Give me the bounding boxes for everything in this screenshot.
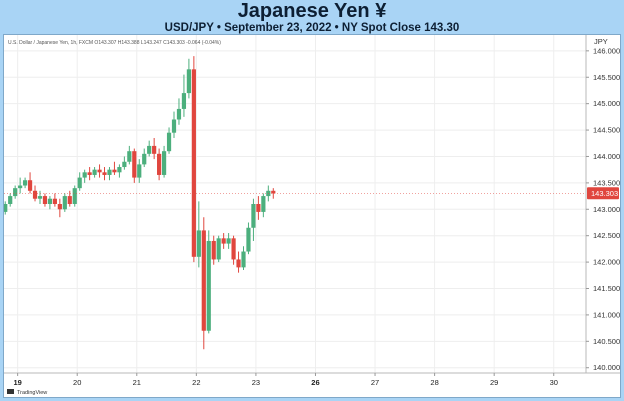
y-tick-label: 145.500 (593, 73, 620, 82)
candle-body-up (82, 172, 87, 178)
candle-body-up (72, 188, 77, 204)
y-tick-label: 141.000 (593, 310, 620, 319)
x-tick-label: 21 (133, 378, 141, 387)
candle-body-down (132, 151, 137, 178)
price-axis: 140.000 140.500 141.000 141.500 142.000 142.5… (586, 46, 620, 372)
chart-header: Japanese Yen ¥ USD/JPY • September 23, 2… (0, 0, 624, 34)
candle-body-up (142, 153, 147, 165)
candle-body-up (226, 238, 231, 244)
candle-body-up (4, 204, 8, 212)
tradingview-watermark: TradingView (17, 390, 47, 396)
candle-body-up (261, 196, 266, 212)
chart-panel: JPY U.S. Dollar / Japanese Yen, 1h, FXCM… (3, 34, 621, 398)
candle-body-down (42, 196, 48, 204)
x-tick-label: 28 (430, 378, 438, 387)
y-tick-label: 144.000 (593, 152, 620, 161)
candle-body-up (13, 188, 18, 197)
candle-body-down (67, 196, 72, 204)
page-subtitle: USD/JPY • September 23, 2022 • NY Spot C… (164, 22, 460, 34)
candle-body-up (166, 132, 172, 152)
y-tick-label: 140.500 (593, 337, 620, 346)
candle-body-down (57, 204, 62, 210)
candle-body-up (22, 180, 28, 186)
candle-body-up (8, 196, 13, 204)
candle-series (4, 56, 276, 350)
candle-body-up (246, 227, 251, 252)
candle-body-up (117, 167, 122, 173)
candle-body-down (236, 259, 241, 268)
candle-body-up (18, 185, 23, 189)
y-tick-label: 146.000 (593, 46, 620, 55)
candle-body-up (241, 251, 246, 268)
last-price-label: 143.303 (591, 189, 618, 198)
candle-body-up (186, 69, 191, 94)
candle-body-down (271, 190, 276, 194)
candle-body-up (171, 119, 177, 133)
last-price-marker: 143.303 (4, 187, 619, 200)
x-tick-label: 20 (73, 378, 81, 387)
x-tick-label: 23 (252, 378, 260, 387)
candle-body-up (147, 145, 152, 154)
price-axis-unit: JPY (594, 37, 608, 46)
x-tick-label: 26 (311, 378, 319, 387)
candle-body-down (256, 204, 261, 212)
x-tick-label: 22 (192, 378, 200, 387)
candle-body-down (97, 169, 102, 173)
candle-body-down (157, 153, 162, 175)
candle-body-up (47, 198, 53, 204)
candle-body-down (27, 180, 33, 191)
chart-background (4, 35, 620, 397)
candle-body-down (32, 190, 38, 199)
last-price-tag (587, 187, 619, 200)
y-tick-label: 140.000 (593, 363, 620, 372)
y-tick-label: 142.500 (593, 231, 620, 240)
candle-body-down (112, 169, 117, 173)
y-tick-label: 143.000 (593, 205, 620, 214)
x-tick-label: 19 (13, 378, 21, 387)
candle-body-down (231, 238, 236, 260)
candle-body-down (52, 198, 57, 204)
page-title: Japanese Yen ¥ (237, 0, 387, 22)
y-tick-label: 141.500 (593, 284, 620, 293)
candle-body-up (196, 230, 201, 257)
candle-body-down (152, 145, 157, 154)
candle-body-up (181, 93, 187, 109)
candle-body-down (201, 230, 206, 331)
candle-body-down (102, 172, 107, 175)
candle-body-up (137, 164, 142, 178)
candlestick-chart: JPY U.S. Dollar / Japanese Yen, 1h, FXCM… (4, 35, 620, 397)
candle-body-up (77, 177, 82, 189)
grid-layer (4, 35, 586, 373)
candle-body-up (206, 240, 211, 331)
y-tick-label: 144.500 (593, 126, 620, 135)
candle-body-down (221, 238, 226, 244)
x-tick-label: 29 (490, 378, 498, 387)
candle-body-down (191, 69, 196, 257)
x-tick-label: 27 (371, 378, 379, 387)
candle-body-up (122, 161, 127, 168)
candle-body-up (251, 204, 256, 228)
candle-body-up (127, 151, 132, 162)
time-axis: 19 20 21 22 23 26 27 28 29 30 (13, 373, 558, 387)
x-tick-label: 30 (550, 378, 558, 387)
chart-legend: U.S. Dollar / Japanese Yen, 1h, FXCM O14… (8, 40, 221, 46)
candle-body-up (161, 151, 167, 175)
y-tick-label: 143.500 (593, 178, 620, 187)
tradingview-logo-icon (7, 389, 14, 394)
candle-body-up (176, 108, 182, 120)
candle-body-up (62, 196, 67, 210)
candle-body-up (216, 238, 221, 260)
tradingview-logo: TradingView (7, 389, 47, 396)
candle-body-up (107, 169, 112, 175)
candle-body-up (92, 169, 97, 175)
candle-body-down (211, 240, 216, 260)
y-tick-label: 142.000 (593, 258, 620, 267)
y-tick-label: 145.000 (593, 99, 620, 108)
candle-body-up (37, 196, 43, 199)
candle-body-down (87, 172, 92, 175)
